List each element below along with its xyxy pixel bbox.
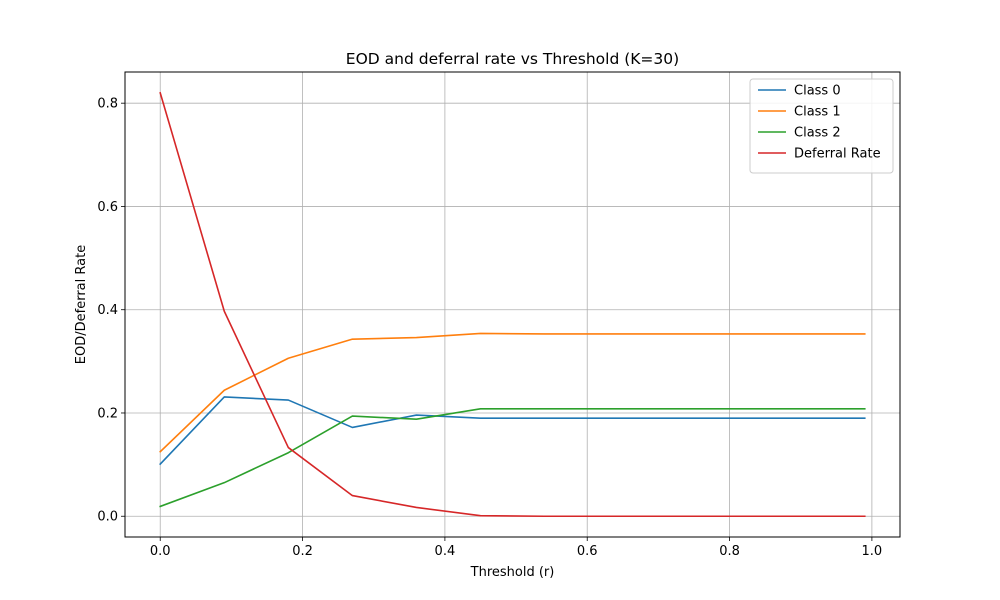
series-line-class-2 (159, 408, 866, 508)
legend-label-class-1: Class 1 (794, 105, 841, 120)
y-tick-label: 0.8 (97, 97, 118, 112)
x-tick-label: 0.0 (150, 544, 171, 559)
chart-title: EOD and deferral rate vs Threshold (K=30… (346, 50, 679, 68)
legend-box (749, 78, 894, 174)
x-tick-label: 0.2 (292, 544, 313, 559)
series-line-class-1 (159, 332, 866, 453)
x-tick-label: 0.4 (435, 544, 456, 559)
y-tick-label: 0.2 (97, 406, 118, 421)
y-tick-label: 0.4 (97, 303, 118, 318)
y-axis-label: EOD/Deferral Rate (74, 245, 89, 364)
series-layer (159, 91, 866, 518)
x-tick-label: 1.0 (862, 544, 883, 559)
legend-label-class-0: Class 0 (794, 84, 841, 99)
y-tick-label: 0.6 (97, 200, 118, 215)
y-tick-label: 0.0 (97, 510, 118, 525)
legend-label-class-2: Class 2 (794, 126, 841, 141)
series-line-class-0 (159, 396, 866, 466)
x-tick-label: 0.6 (577, 544, 598, 559)
series-line-deferral-rate (159, 91, 866, 518)
legend: Class 0 Class 1 Class 2 Deferral Rate (749, 78, 894, 174)
ticks: 0.0 0.2 0.4 0.6 0.8 1.0 0.0 0.2 0.4 0.6 0.8 (97, 97, 882, 559)
plot-frame (124, 71, 901, 538)
legend-label-deferral-rate: Deferral Rate (794, 147, 881, 162)
x-axis-label: Threshold (r) (470, 565, 555, 580)
x-tick-label: 0.8 (719, 544, 740, 559)
